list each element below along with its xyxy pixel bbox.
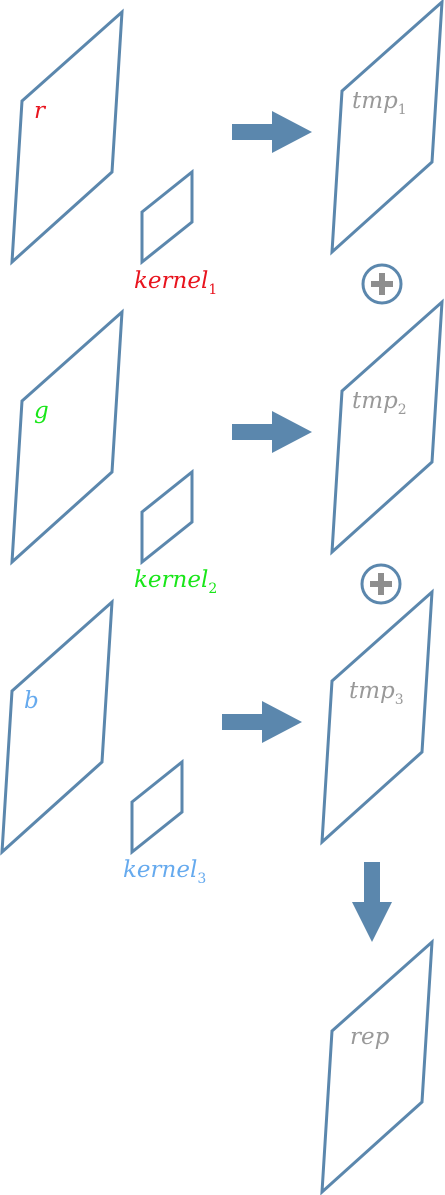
plus-icon — [361, 263, 403, 305]
channel-label-r: r — [34, 98, 47, 124]
tmp-label-2: tmp2 — [352, 388, 407, 418]
tmp-plane-3 — [320, 588, 434, 846]
right-arrow-icon — [232, 411, 312, 453]
channel-label-b: b — [24, 688, 39, 714]
right-arrow-icon — [222, 701, 302, 743]
input-plane-r — [10, 8, 124, 266]
row-2: g kernel2 tmp2 — [10, 298, 444, 597]
tmp-plane-2 — [330, 298, 444, 556]
right-arrow-icon — [232, 111, 312, 153]
channel-label-g: g — [34, 398, 49, 424]
plus-icon — [360, 563, 402, 605]
row-1: r kernel1 tmp1 — [10, 0, 444, 298]
down-arrow-icon — [352, 862, 392, 942]
result: rep — [320, 938, 434, 1195]
input-plane-b — [0, 598, 114, 856]
tmp-plane-1 — [330, 0, 444, 256]
tmp-label-3: tmp3 — [349, 678, 404, 708]
kernel-label-3: kernel3 — [123, 857, 206, 887]
rep-label: rep — [350, 1024, 390, 1050]
kernel-plane-1 — [140, 168, 194, 266]
row-3: b kernel3 tmp3 — [0, 588, 434, 887]
kernel-plane-2 — [140, 468, 194, 566]
input-plane-g — [10, 308, 124, 566]
kernel-label-1: kernel1 — [134, 268, 217, 298]
rep-plane — [320, 938, 434, 1195]
kernel-plane-3 — [130, 758, 184, 856]
kernel-label-2: kernel2 — [134, 567, 217, 597]
tmp-label-1: tmp1 — [352, 88, 407, 118]
